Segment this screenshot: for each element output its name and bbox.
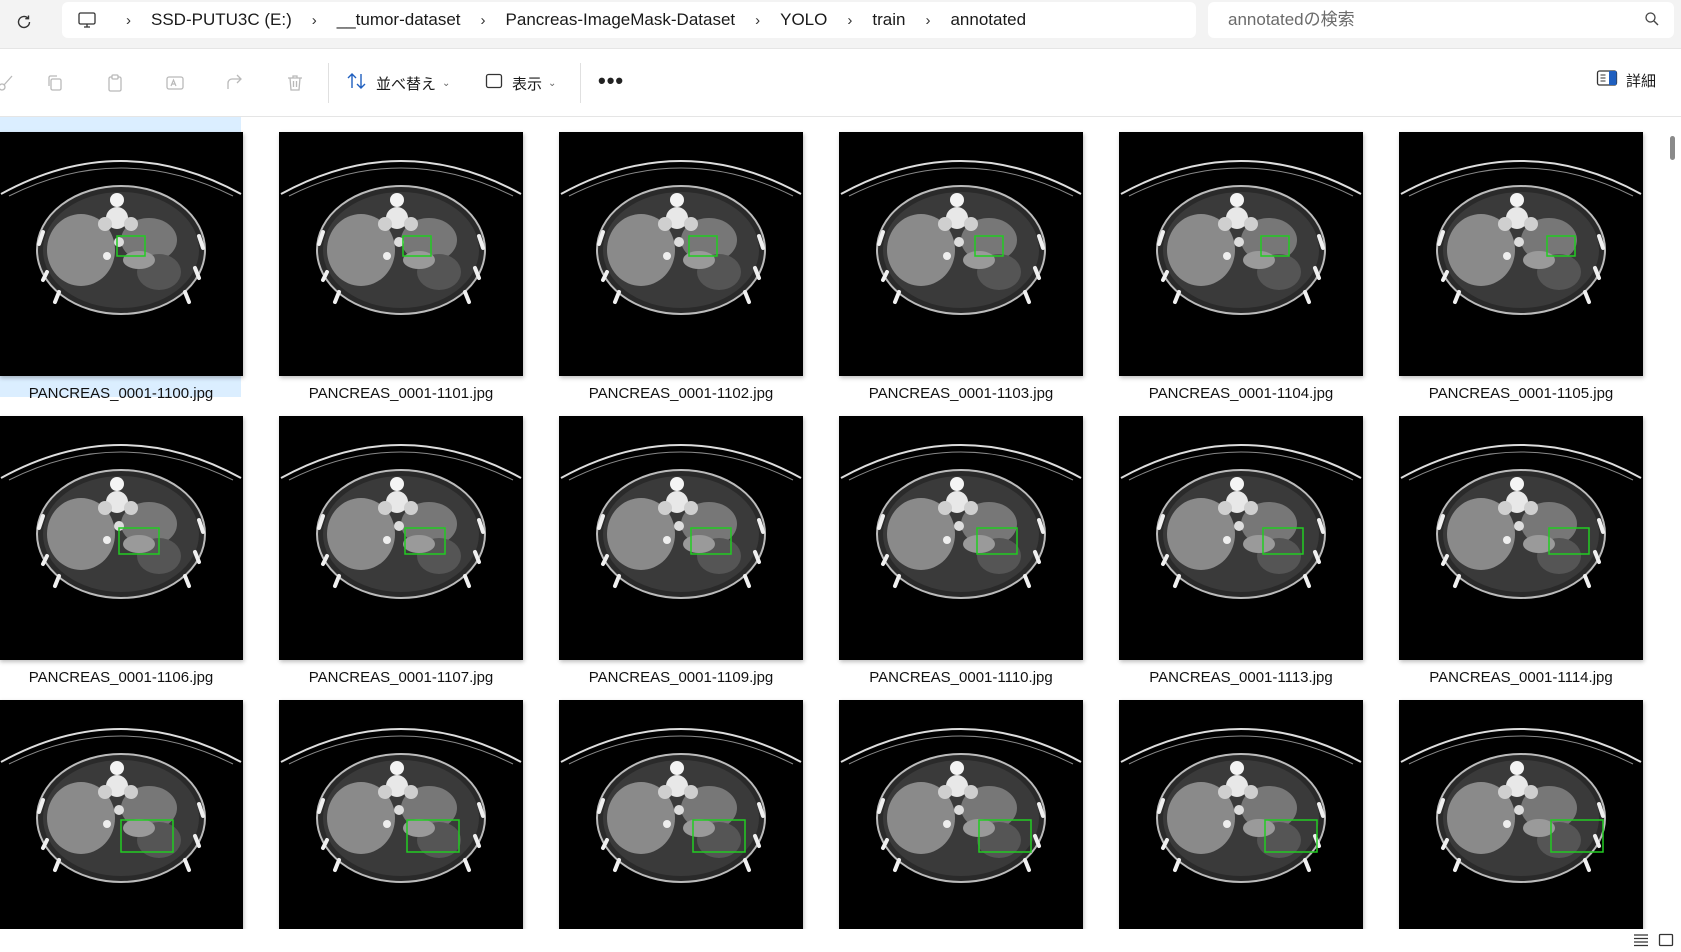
view-label: 表示 (512, 75, 543, 93)
search-input[interactable] (1226, 9, 1620, 31)
large-icons-view-icon[interactable] (1657, 932, 1675, 948)
breadcrumb[interactable]: › SSD-PUTU3C (E:) › __tumor-dataset › Pa… (62, 2, 1196, 38)
file-tile[interactable]: PANCREAS_0001-1104.jpg (1101, 117, 1363, 402)
file-tile[interactable]: PANCREAS_0001-1110.jpg (821, 401, 1083, 686)
chevron-down-icon: ⌄ (548, 77, 557, 89)
search-box[interactable] (1208, 2, 1674, 38)
breadcrumb-item-annotated[interactable]: annotated (950, 10, 1027, 29)
file-name: PANCREAS_0001-1100.jpg (28, 385, 214, 402)
file-tile[interactable] (821, 685, 1083, 929)
file-tile[interactable]: PANCREAS_0001-1101.jpg (261, 117, 523, 402)
view-icon (484, 71, 504, 95)
ct-scan-thumbnail (1119, 700, 1363, 929)
breadcrumb-item-tumor-dataset[interactable]: __tumor-dataset (336, 10, 461, 29)
file-name: PANCREAS_0001-1105.jpg (1428, 385, 1614, 402)
breadcrumb-item-yolo[interactable]: YOLO (780, 10, 828, 29)
file-tile[interactable] (0, 685, 243, 929)
file-tile[interactable] (261, 685, 523, 929)
chevron-right-icon[interactable]: › (925, 11, 931, 29)
file-tile[interactable]: PANCREAS_0001-1113.jpg (1101, 401, 1363, 686)
file-tile[interactable]: PANCREAS_0001-1114.jpg (1381, 401, 1643, 686)
view-button[interactable]: 表示 ⌄ (484, 67, 556, 99)
ct-scan-thumbnail (839, 132, 1083, 376)
copy-icon[interactable] (41, 69, 69, 97)
ct-scan-thumbnail (1119, 416, 1363, 660)
file-tile[interactable]: PANCREAS_0001-1105.jpg (1381, 117, 1643, 402)
ct-scan-thumbnail (839, 416, 1083, 660)
file-name: PANCREAS_0001-1103.jpg (868, 385, 1054, 402)
chevron-down-icon: ⌄ (442, 77, 451, 89)
file-tile[interactable] (1381, 685, 1643, 929)
chevron-right-icon[interactable]: › (480, 11, 486, 29)
toolbar-divider (580, 63, 581, 103)
file-tile[interactable]: PANCREAS_0001-1106.jpg (0, 401, 243, 686)
this-pc-icon[interactable] (76, 9, 98, 31)
file-tile[interactable]: PANCREAS_0001-1100.jpg (0, 117, 243, 402)
details-pane-button[interactable]: 詳細 (1596, 69, 1656, 91)
command-bar: 並べ替え ⌄ 表示 ⌄ ••• 詳細 (0, 49, 1681, 117)
ct-scan-thumbnail (1119, 132, 1363, 376)
ct-scan-thumbnail (0, 416, 243, 660)
file-tile[interactable]: PANCREAS_0001-1103.jpg (821, 117, 1083, 402)
file-name: PANCREAS_0001-1113.jpg (1149, 669, 1333, 686)
cut-icon[interactable] (0, 69, 20, 97)
ct-scan-thumbnail (0, 700, 243, 929)
paste-icon[interactable] (101, 69, 129, 97)
share-icon[interactable] (221, 69, 249, 97)
ct-scan-thumbnail (1399, 700, 1643, 929)
ct-scan-thumbnail (839, 700, 1083, 929)
refresh-icon[interactable] (10, 8, 38, 36)
chevron-right-icon[interactable]: › (311, 11, 317, 29)
details-view-icon[interactable] (1632, 932, 1650, 948)
file-tile[interactable]: PANCREAS_0001-1107.jpg (261, 401, 523, 686)
ct-scan-thumbnail (1399, 132, 1643, 376)
ct-scan-thumbnail (559, 416, 803, 660)
details-label: 詳細 (1626, 72, 1657, 90)
file-name: PANCREAS_0001-1102.jpg (588, 385, 774, 402)
file-tile[interactable]: PANCREAS_0001-1102.jpg (541, 117, 803, 402)
rename-icon[interactable] (161, 69, 189, 97)
file-tile[interactable] (541, 685, 803, 929)
file-name: PANCREAS_0001-1114.jpg (1429, 669, 1613, 686)
file-tile[interactable] (1101, 685, 1363, 929)
file-name: PANCREAS_0001-1101.jpg (308, 385, 494, 402)
file-name: PANCREAS_0001-1109.jpg (588, 669, 774, 686)
breadcrumb-item-drive[interactable]: SSD-PUTU3C (E:) (151, 10, 292, 29)
chevron-right-icon[interactable]: › (126, 11, 131, 29)
ct-scan-thumbnail (1399, 416, 1643, 660)
details-pane-icon (1596, 69, 1618, 91)
sort-icon (346, 71, 368, 95)
delete-icon[interactable] (281, 69, 309, 97)
sort-label: 並べ替え (376, 75, 437, 93)
file-name: PANCREAS_0001-1110.jpg (869, 669, 1053, 686)
toolbar-divider (328, 63, 329, 103)
file-name: PANCREAS_0001-1104.jpg (1148, 385, 1334, 402)
breadcrumb-item-train[interactable]: train (872, 10, 906, 29)
file-grid: PANCREAS_0001-1100.jpg PANCREAS_0001-110… (0, 117, 1665, 929)
address-bar: › SSD-PUTU3C (E:) › __tumor-dataset › Pa… (0, 0, 1681, 49)
ct-scan-thumbnail (559, 132, 803, 376)
file-name: PANCREAS_0001-1106.jpg (28, 669, 214, 686)
search-icon[interactable] (1644, 11, 1660, 32)
ct-scan-thumbnail (279, 416, 523, 660)
breadcrumb-item-pancreas-dataset[interactable]: Pancreas-ImageMask-Dataset (505, 10, 736, 29)
ct-scan-thumbnail (279, 132, 523, 376)
file-name: PANCREAS_0001-1107.jpg (308, 669, 494, 686)
chevron-right-icon[interactable]: › (847, 11, 853, 29)
more-options-button[interactable]: ••• (598, 68, 625, 93)
ct-scan-thumbnail (559, 700, 803, 929)
chevron-right-icon[interactable]: › (755, 11, 761, 29)
vertical-scrollbar-thumb[interactable] (1670, 136, 1675, 160)
ct-scan-thumbnail (0, 132, 243, 376)
sort-button[interactable]: 並べ替え ⌄ (346, 67, 450, 99)
file-tile[interactable]: PANCREAS_0001-1109.jpg (541, 401, 803, 686)
ct-scan-thumbnail (279, 700, 523, 929)
